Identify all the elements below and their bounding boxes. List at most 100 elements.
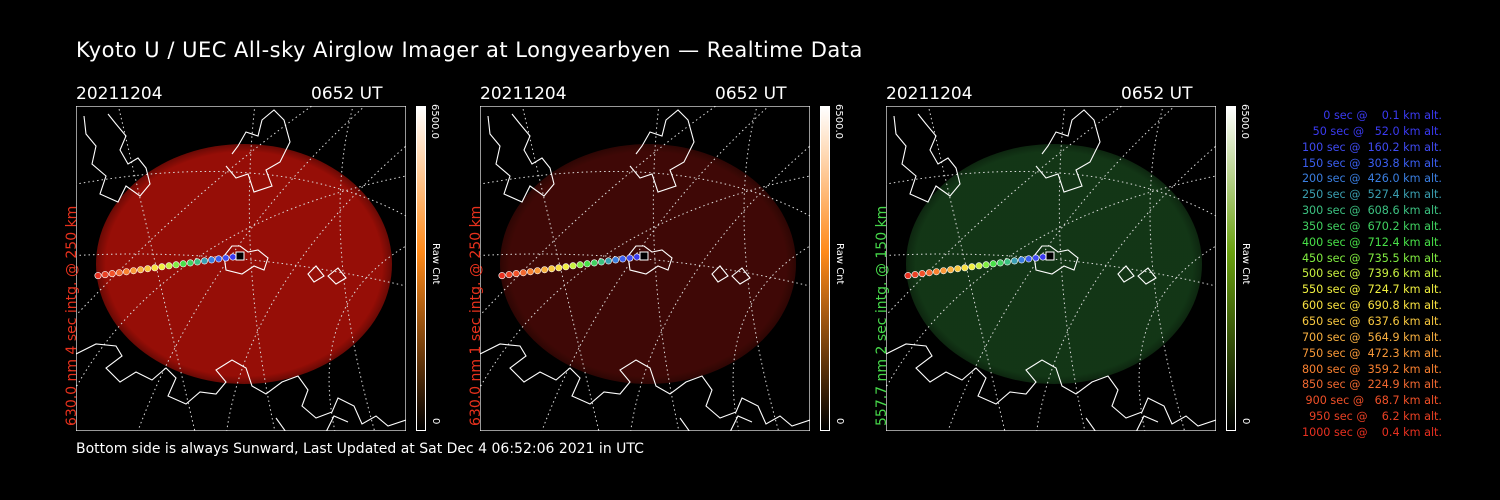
- trajectory-point: [208, 256, 216, 264]
- legend-row: 750 sec @ 472.3 km alt.: [1301, 346, 1442, 360]
- trajectory-point: [122, 268, 130, 276]
- trajectory-point: [1011, 257, 1019, 265]
- trajectory-point: [1025, 255, 1033, 263]
- trajectory-point: [129, 267, 137, 275]
- trajectory-point: [911, 271, 919, 279]
- panel-time: 0652 UT: [715, 84, 787, 104]
- panel-630nm-1sec: 20211204 0652 UT 630.0 nm 1 sec intg. @ …: [468, 84, 910, 434]
- trajectory-point: [569, 262, 577, 270]
- airglow-disc: [906, 144, 1202, 384]
- legend-row: 850 sec @ 224.9 km alt.: [1301, 378, 1442, 392]
- trajectory-point: [151, 264, 159, 272]
- geo-gridlines: [76, 106, 406, 431]
- legend-row: 600 sec @ 690.8 km alt.: [1301, 299, 1442, 313]
- trajectory-point: [512, 270, 520, 278]
- legend-row: 350 sec @ 670.2 km alt.: [1301, 219, 1442, 233]
- trajectory-point: [94, 272, 102, 280]
- legend-row: 950 sec @ 6.2 km alt.: [1309, 410, 1442, 424]
- panel-date: 20211204: [886, 84, 973, 104]
- trajectory-point: [562, 263, 570, 271]
- trajectory-point: [989, 260, 997, 268]
- allsky-image-map: [480, 106, 810, 431]
- legend-row: 800 sec @ 359.2 km alt.: [1301, 362, 1442, 376]
- colorbar-min-label: 0: [834, 418, 845, 425]
- colorbar-min-label: 0: [1240, 418, 1251, 425]
- trajectory-endpoint-marker: [235, 251, 245, 261]
- trajectory-point: [179, 260, 187, 268]
- trajectory-altitude-legend: 0 sec @ 0.1 km alt. 50 sec @ 52.0 km alt.…: [1262, 108, 1442, 441]
- trajectory-point: [548, 265, 556, 273]
- colorbar: [416, 106, 426, 431]
- trajectory-point: [201, 257, 209, 265]
- colorbar-unit-label: Raw Cnt: [430, 243, 441, 285]
- trajectory-point: [597, 258, 605, 266]
- wavelength-label: 630.0 nm 1 sec intg. @ 250 km: [468, 205, 484, 426]
- trajectory-point: [626, 254, 634, 262]
- trajectory-point: [925, 269, 933, 277]
- trajectory-point: [1003, 258, 1011, 266]
- legend-row: 1000 sec @ 0.4 km alt.: [1301, 425, 1442, 439]
- trajectory-point: [519, 269, 527, 277]
- trajectory-point: [982, 261, 990, 269]
- trajectory-point: [498, 272, 506, 280]
- colorbar-min-label: 0: [430, 418, 441, 425]
- trajectory-point: [222, 254, 230, 262]
- trajectory-point: [533, 267, 541, 275]
- legend-row: 650 sec @ 637.6 km alt.: [1301, 314, 1442, 328]
- legend-row: 400 sec @ 712.4 km alt.: [1301, 235, 1442, 249]
- trajectory-point: [186, 259, 194, 267]
- panel-630nm-4sec: 20211204 0652 UT 630.0 nm 4 sec intg. @ …: [64, 84, 506, 434]
- trajectory-point: [101, 271, 109, 279]
- trajectory-point: [590, 259, 598, 267]
- trajectory-point: [619, 255, 627, 263]
- coastlines: [76, 109, 406, 431]
- trajectory-point: [137, 266, 145, 274]
- legend-row: 700 sec @ 564.9 km alt.: [1301, 330, 1442, 344]
- legend-row: 500 sec @ 739.6 km alt.: [1301, 267, 1442, 281]
- colorbar: [820, 106, 830, 431]
- airglow-disc: [500, 144, 796, 384]
- trajectory-endpoint-marker: [639, 251, 649, 261]
- trajectory-point: [947, 266, 955, 274]
- legend-row: 150 sec @ 303.8 km alt.: [1301, 156, 1442, 170]
- trajectory-point: [932, 268, 940, 276]
- trajectory-point: [193, 258, 201, 266]
- trajectory-point: [505, 271, 513, 279]
- colorbar-max-label: 6500.0: [833, 104, 844, 139]
- trajectory-point: [158, 263, 166, 271]
- trajectory-point: [605, 257, 613, 265]
- legend-row: 550 sec @ 724.7 km alt.: [1301, 283, 1442, 297]
- trajectory-point: [996, 259, 1004, 267]
- colorbar-unit-label: Raw Cnt: [834, 243, 845, 285]
- panel-date: 20211204: [480, 84, 567, 104]
- trajectory-endpoint-marker: [1045, 251, 1055, 261]
- colorbar-unit-label: Raw Cnt: [1240, 243, 1251, 285]
- trajectory-point: [172, 261, 180, 269]
- trajectory-point: [1032, 254, 1040, 262]
- trajectory-point: [633, 253, 641, 261]
- panel-time: 0652 UT: [1121, 84, 1193, 104]
- colorbar: [1226, 106, 1236, 431]
- trajectory-point: [961, 264, 969, 272]
- coastlines: [886, 109, 1216, 431]
- trajectory-point: [968, 263, 976, 271]
- legend-row: 100 sec @ 160.2 km alt.: [1301, 140, 1442, 154]
- trajectory-point: [555, 264, 563, 272]
- trajectory-point: [165, 262, 173, 270]
- colorbar-max-label: 6500.0: [1239, 104, 1250, 139]
- wavelength-label: 630.0 nm 4 sec intg. @ 250 km: [64, 205, 80, 426]
- legend-row: 0 sec @ 0.1 km alt.: [1323, 109, 1442, 122]
- legend-row: 450 sec @ 735.5 km alt.: [1301, 251, 1442, 265]
- legend-row: 300 sec @ 608.6 km alt.: [1301, 204, 1442, 218]
- coastlines: [480, 109, 810, 431]
- allsky-image-map: [76, 106, 406, 431]
- trajectory-point: [939, 267, 947, 275]
- trajectory-point: [576, 261, 584, 269]
- legend-row: 50 sec @ 52.0 km alt.: [1312, 124, 1442, 138]
- trajectory-point: [115, 269, 123, 277]
- trajectory-point: [918, 270, 926, 278]
- footer-note: Bottom side is always Sunward, Last Upda…: [76, 441, 644, 457]
- trajectory-point: [975, 262, 983, 270]
- page-title: Kyoto U / UEC All-sky Airglow Imager at …: [76, 38, 863, 62]
- trajectory-point: [612, 256, 620, 264]
